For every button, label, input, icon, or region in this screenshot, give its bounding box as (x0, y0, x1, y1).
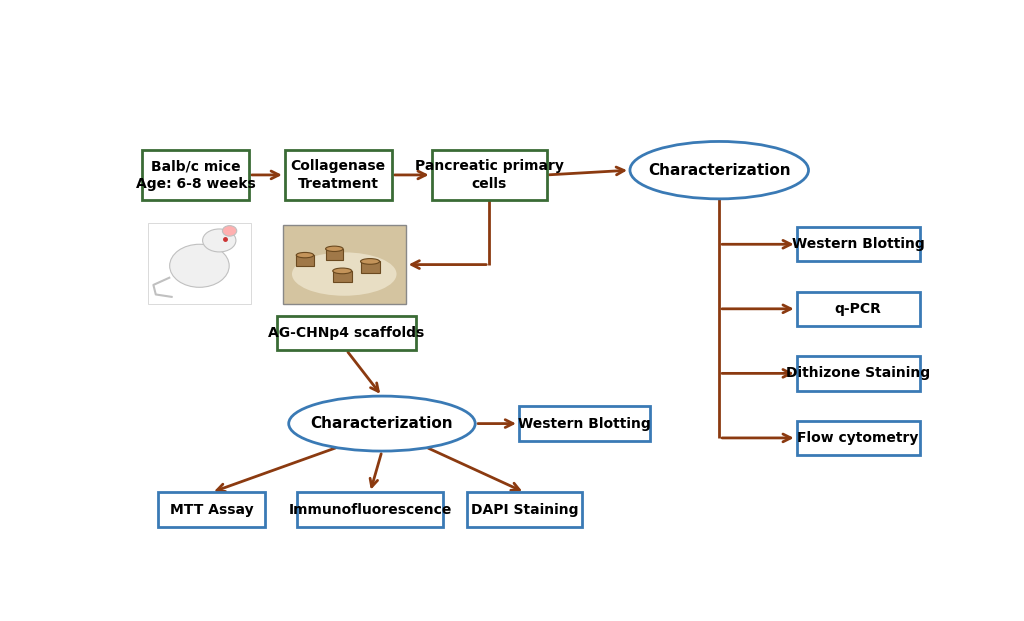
Bar (283, 225, 406, 304)
Bar (296, 255, 313, 266)
Text: Western Blotting: Western Blotting (518, 417, 650, 430)
FancyBboxPatch shape (519, 406, 650, 441)
Bar (326, 249, 343, 260)
Ellipse shape (360, 258, 380, 265)
Bar (360, 261, 380, 273)
Text: DAPI Staining: DAPI Staining (471, 502, 579, 517)
Text: q-PCR: q-PCR (835, 302, 882, 316)
FancyBboxPatch shape (797, 356, 920, 391)
Ellipse shape (296, 253, 313, 258)
Text: Dithizone Staining: Dithizone Staining (786, 366, 930, 381)
Text: Characterization: Characterization (648, 163, 791, 178)
Ellipse shape (630, 142, 809, 199)
Bar (147, 223, 251, 304)
FancyBboxPatch shape (297, 492, 443, 527)
Bar (333, 271, 352, 283)
Text: AG-CHNp4 scaffolds: AG-CHNp4 scaffolds (268, 326, 424, 340)
FancyBboxPatch shape (285, 150, 392, 200)
Ellipse shape (333, 268, 352, 274)
FancyBboxPatch shape (276, 315, 416, 350)
Text: Immunofluorescence: Immunofluorescence (289, 502, 452, 517)
Ellipse shape (170, 244, 229, 288)
Text: Flow cytometry: Flow cytometry (798, 431, 919, 445)
FancyBboxPatch shape (797, 420, 920, 455)
FancyBboxPatch shape (797, 292, 920, 326)
FancyBboxPatch shape (431, 150, 547, 200)
Text: Pancreatic primary
cells: Pancreatic primary cells (415, 159, 563, 191)
Ellipse shape (292, 252, 396, 296)
FancyBboxPatch shape (142, 150, 249, 200)
Ellipse shape (289, 396, 475, 451)
FancyBboxPatch shape (467, 492, 583, 527)
Text: MTT Assay: MTT Assay (170, 502, 253, 517)
Text: Characterization: Characterization (310, 416, 454, 431)
Ellipse shape (222, 225, 237, 236)
FancyBboxPatch shape (797, 227, 920, 261)
Ellipse shape (203, 229, 236, 252)
Ellipse shape (326, 246, 343, 252)
Text: Western Blotting: Western Blotting (792, 237, 925, 252)
Text: Balb/c mice
Age: 6-8 weeks: Balb/c mice Age: 6-8 weeks (135, 159, 255, 191)
FancyBboxPatch shape (158, 492, 265, 527)
Text: Collagenase
Treatment: Collagenase Treatment (291, 159, 386, 191)
